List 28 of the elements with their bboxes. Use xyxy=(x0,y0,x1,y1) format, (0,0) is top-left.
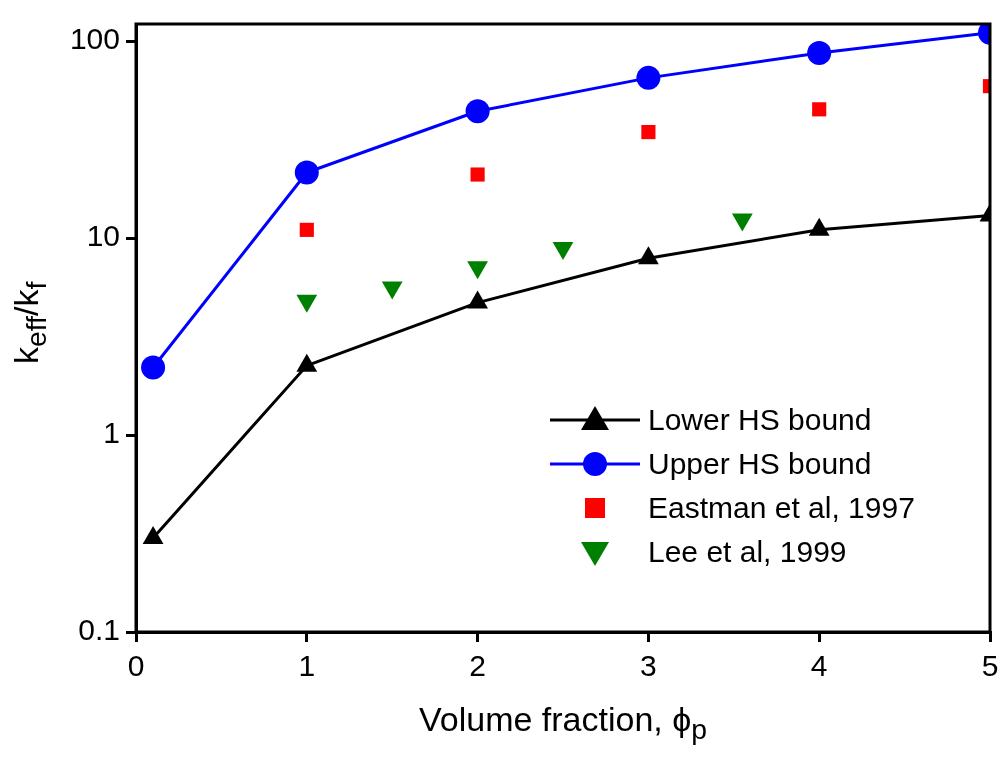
legend-label: Lower HS bound xyxy=(648,402,872,438)
point xyxy=(636,65,661,90)
y-tick-label: 1 xyxy=(103,416,120,450)
point xyxy=(807,40,832,65)
point xyxy=(638,246,659,265)
point xyxy=(294,160,319,185)
x-tick-label: 2 xyxy=(469,649,486,683)
legend-label: Lee et al, 1999 xyxy=(648,534,847,570)
point xyxy=(296,353,318,372)
point xyxy=(470,167,485,182)
x-tick-label: 4 xyxy=(810,649,828,683)
x-tick-label: 0 xyxy=(127,649,145,683)
y-tick-label: 100 xyxy=(69,22,120,56)
point xyxy=(641,124,656,140)
point xyxy=(812,102,827,117)
point xyxy=(299,222,314,237)
y-tick-label: 10 xyxy=(86,219,120,253)
x-tick-label: 3 xyxy=(640,649,657,683)
legend-label: Eastman et al, 1997 xyxy=(648,490,915,526)
point xyxy=(142,526,164,545)
point xyxy=(465,99,490,124)
y-tick-label: 0.1 xyxy=(78,613,120,647)
x-tick-label: 1 xyxy=(298,649,316,683)
point xyxy=(467,290,488,309)
legend-label: Upper HS bound xyxy=(648,446,872,482)
point xyxy=(141,355,166,380)
x-tick-label: 5 xyxy=(981,649,999,683)
x-axis-title: Volume fraction, ϕ$_{p}$ xyxy=(417,700,709,746)
